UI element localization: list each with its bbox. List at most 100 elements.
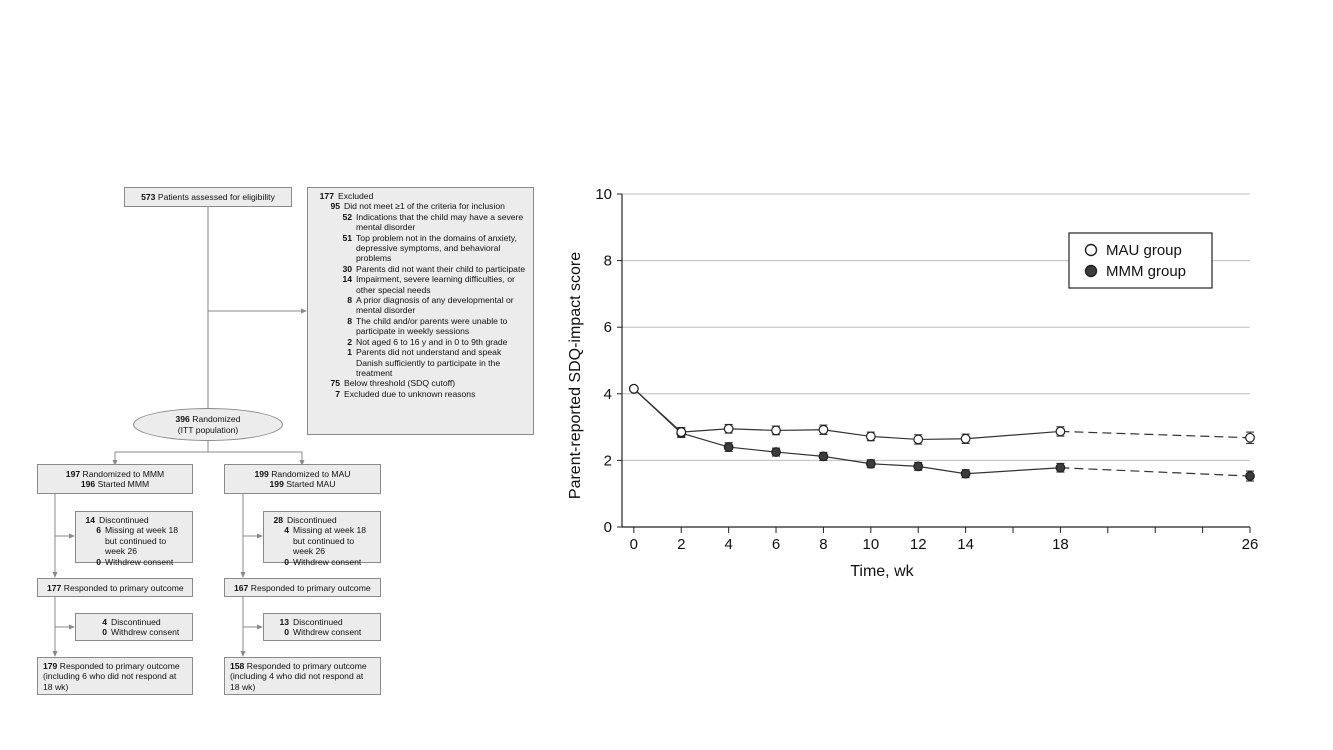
mau-point: [960, 433, 971, 444]
x-tick-label: 26: [1242, 536, 1259, 553]
excluded-count: 177: [319, 191, 334, 201]
legend-box: [1068, 232, 1213, 289]
mmm-resp1-count: 177: [47, 583, 62, 593]
mmm-point: [723, 442, 734, 452]
excluded-reason-7: 2 Not aged 6 to 16 y and in 0 to 9th grad…: [314, 337, 527, 347]
mau-discontinued-box-2: 13 Discontinued 0 Withdrew consent: [263, 613, 381, 641]
excluded-reason-text: Below threshold (SDQ cutoff): [344, 378, 456, 389]
mau-started-label: Started MAU: [286, 479, 336, 490]
legend: MAU group MMM group: [1068, 232, 1213, 289]
mau-point: [723, 423, 734, 434]
excluded-reason-text: Indications that the child may have a se…: [356, 211, 524, 233]
markers-mmm: [628, 383, 1255, 482]
excluded-reason-text: Excluded due to unknown reasons: [344, 388, 476, 399]
mmm-disc1-missing-count: 6: [96, 525, 101, 536]
mmm-randomized-label: Randomized to MMM: [82, 469, 165, 479]
series-line: [633, 388, 1061, 441]
mau-disc1-count: 28: [273, 515, 283, 525]
excluded-reason-count: 8: [347, 295, 352, 306]
mmm-discontinued-box-2: 4 Discontinued 0 Withdrew consent: [75, 613, 193, 641]
excluded-reason-8: 1 Parents did not understand and speak Da…: [314, 347, 527, 378]
mau-responded-box-1: 167 Responded to primary outcome: [224, 578, 381, 597]
series-line-dashed: [1060, 430, 1251, 439]
excluded-reason-text: Top problem not in the domains of anxiet…: [356, 232, 517, 264]
x-tick-label: 18: [1052, 536, 1069, 553]
excluded-reason-text: Did not meet ≥1 of the criteria for incl…: [344, 201, 505, 212]
mmm-disc1-withdrew-count: 0: [96, 556, 101, 567]
mau-resp2-label: Responded to primary outcome (including …: [230, 661, 367, 692]
mau-point: [865, 431, 876, 442]
y-tick-label: 4: [604, 386, 612, 403]
excluded-reason-text: Parents did not want their child to part…: [356, 263, 526, 274]
series-line-dashed: [1060, 467, 1251, 477]
excluded-reason-9: 75 Below threshold (SDQ cutoff): [314, 378, 527, 388]
legend-label: MMM group: [1106, 263, 1186, 280]
mau-disc1-label: Discontinued: [287, 515, 337, 525]
excluded-reason-text: The child and/or parents were unable to …: [356, 315, 508, 337]
assessed-box: 573 Patients assessed for eligibility: [124, 187, 292, 207]
y-tick-label: 6: [604, 319, 612, 336]
x-tick-label: 8: [819, 536, 827, 553]
randomized-label: Randomized: [192, 414, 241, 425]
excluded-reason-text: A prior diagnosis of any developmental o…: [356, 295, 514, 316]
x-tick-label: 14: [957, 536, 974, 553]
excluded-reason-4: 14 Impairment, severe learning difficulti…: [314, 274, 527, 295]
x-tick-label: 0: [630, 536, 638, 553]
excluded-box: 177 Excluded 95 Did not meet ≥1 of the cr…: [307, 187, 534, 435]
mau-point: [818, 424, 829, 435]
mau-resp2-count: 158: [230, 661, 245, 671]
mau-randomized-label: Randomized to MAU: [271, 469, 351, 479]
mau-disc2-withdrew-label: Withdrew consent: [293, 627, 362, 638]
x-tick-label: 4: [724, 536, 732, 553]
mmm-disc1-withdrew-label: Withdrew consent: [105, 556, 174, 567]
mmm-started-count: 196: [80, 479, 96, 490]
excluded-reason-6: 8 The child and/or parents were unable to…: [314, 316, 527, 337]
excluded-reason-count: 75: [330, 378, 340, 389]
mau-started-count: 199: [269, 479, 284, 490]
excluded-header: 177 Excluded: [314, 191, 527, 201]
excluded-reason-count: 30: [342, 263, 352, 274]
mmm-point: [1055, 462, 1066, 473]
mmm-disc2-label: Discontinued: [111, 617, 161, 627]
mmm-resp1-label: Responded to primary outcome: [63, 583, 184, 593]
excluded-reason-count: 8: [347, 315, 352, 326]
mmm-resp2-count: 179: [43, 661, 58, 671]
mmm-point: [960, 468, 971, 479]
excluded-reason-count: 51: [342, 232, 352, 243]
mau-point: [771, 425, 781, 436]
mau-randomized-count: 199: [254, 469, 269, 479]
mau-resp1-label: Responded to primary outcome: [250, 583, 371, 593]
markers-mau: [628, 383, 1255, 445]
x-tick-label: 2: [677, 536, 685, 553]
mmm-responded-box-2: 179 Responded to primary outcome (includ…: [37, 657, 193, 695]
legend-open-circle-icon: [1084, 243, 1098, 257]
excluded-reason-5: 8 A prior diagnosis of any developmental …: [314, 295, 527, 316]
mmm-point: [913, 461, 924, 472]
excluded-label: Excluded: [338, 191, 374, 201]
mmm-disc1-count: 14: [85, 515, 95, 525]
excluded-reason-count: 7: [335, 388, 340, 399]
mau-discontinued-box-1: 28 Discontinued 4 Missing at week 18 but c…: [263, 511, 381, 567]
mmm-point: [818, 451, 829, 462]
mmm-disc2-withdrew-count: 0: [102, 627, 107, 638]
mau-disc1-withdrew-label: Withdrew consent: [293, 556, 362, 567]
assessed-label: Patients assessed for eligibility: [157, 192, 275, 202]
excluded-reason-count: 95: [330, 201, 340, 212]
x-tick-label: 10: [862, 536, 879, 553]
mmm-started-label: Started MMM: [97, 479, 150, 490]
mau-point: [676, 427, 687, 437]
y-axis-label: Parent-reported SDQ-impact score: [567, 252, 584, 499]
legend-label: MAU group: [1106, 242, 1182, 259]
excluded-reason-count: 2: [347, 336, 352, 347]
randomized-sublabel: (ITT population): [177, 424, 239, 435]
excluded-reason-count: 14: [342, 274, 352, 285]
legend-filled-circle-icon: [1084, 264, 1098, 278]
mau-disc2-withdrew-count: 0: [284, 627, 289, 638]
excluded-reason-text: Not aged 6 to 16 y and in 0 to 9th grade: [356, 336, 508, 347]
excluded-reason-0: 95 Did not meet ≥1 of the criteria for in…: [314, 201, 527, 211]
randomized-count: 396: [175, 414, 190, 425]
mau-point: [1055, 426, 1066, 437]
excluded-reason-2: 51 Top problem not in the domains of anxi…: [314, 233, 527, 264]
mau-allocation-box: 199 Randomized to MAU 199 Started MAU: [224, 464, 381, 494]
